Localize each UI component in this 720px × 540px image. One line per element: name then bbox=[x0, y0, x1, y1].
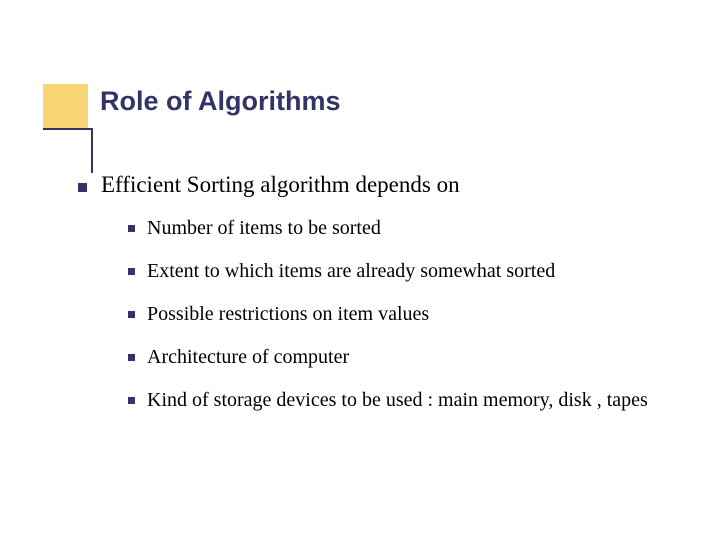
list-item-text: Architecture of computer bbox=[147, 345, 349, 370]
sublist: Number of items to be sorted Extent to w… bbox=[128, 216, 668, 413]
list-item-level1: Efficient Sorting algorithm depends on bbox=[78, 172, 668, 198]
list-item-text: Extent to which items are already somewh… bbox=[147, 259, 555, 284]
list-item-text: Kind of storage devices to be used : mai… bbox=[147, 388, 648, 413]
square-bullet-icon bbox=[128, 354, 135, 361]
square-bullet-icon bbox=[128, 268, 135, 275]
list-item: Architecture of computer bbox=[128, 345, 668, 370]
square-bullet-icon bbox=[128, 311, 135, 318]
slide-title: Role of Algorithms bbox=[100, 86, 341, 117]
list-item: Extent to which items are already somewh… bbox=[128, 259, 668, 284]
list-item: Number of items to be sorted bbox=[128, 216, 668, 241]
list-item: Kind of storage devices to be used : mai… bbox=[128, 388, 668, 413]
slide: Role of Algorithms Efficient Sorting alg… bbox=[0, 0, 720, 540]
body-heading: Efficient Sorting algorithm depends on bbox=[101, 172, 460, 198]
list-item-text: Number of items to be sorted bbox=[147, 216, 381, 241]
square-bullet-icon bbox=[128, 397, 135, 404]
square-bullet-icon bbox=[128, 225, 135, 232]
slide-body: Efficient Sorting algorithm depends on N… bbox=[78, 172, 668, 431]
list-item-text: Possible restrictions on item values bbox=[147, 302, 429, 327]
title-corner-decoration bbox=[43, 84, 88, 128]
title-underline-decoration bbox=[43, 128, 93, 173]
list-item: Possible restrictions on item values bbox=[128, 302, 668, 327]
square-bullet-icon bbox=[78, 183, 87, 192]
